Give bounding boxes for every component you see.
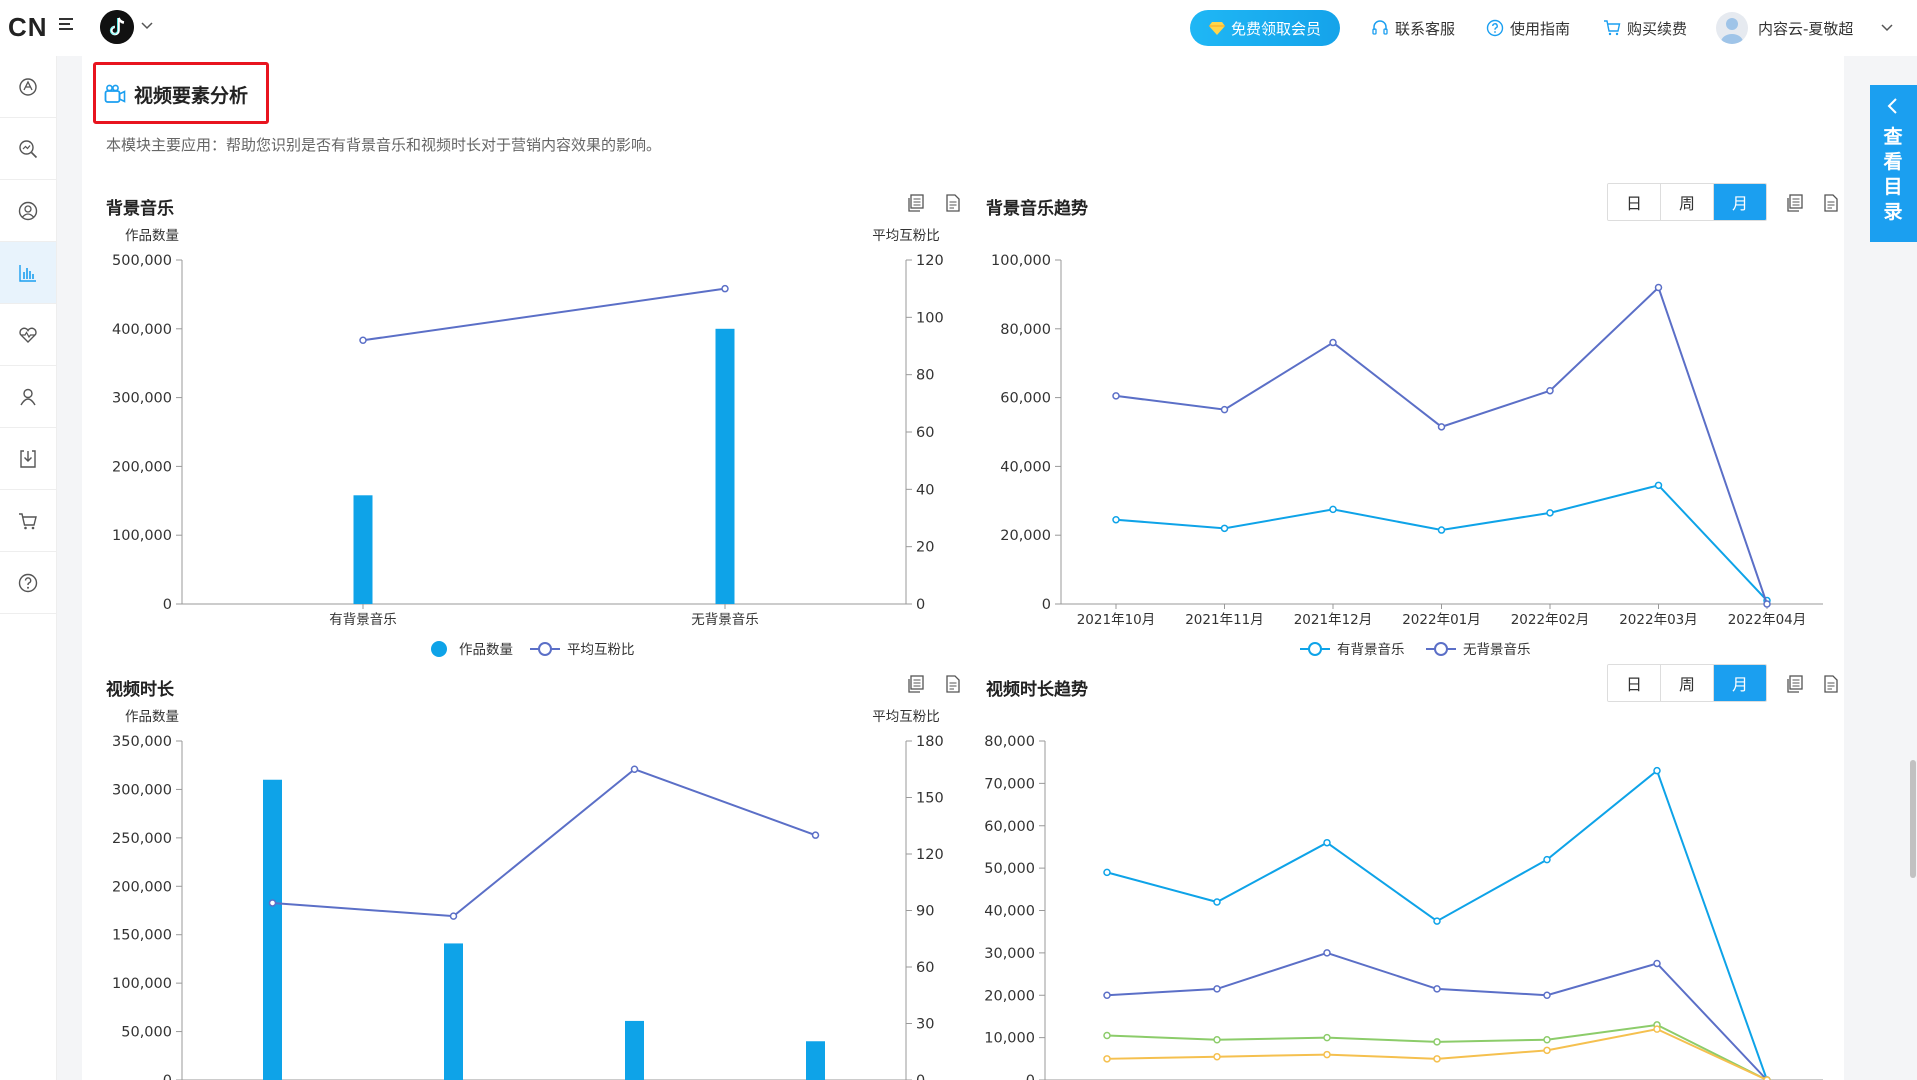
data-point [1104, 1033, 1110, 1039]
data-point [1324, 1035, 1330, 1041]
data-point [1434, 1039, 1440, 1045]
data-point [1324, 840, 1330, 846]
data-point [1214, 1054, 1220, 1060]
duration-trend-chart: 0 10,000 20,000 30,000 40,000 50,000 60,000 70,… [0, 0, 1917, 1080]
data-point [1214, 986, 1220, 992]
y-tick-label: 50,000 [984, 861, 1035, 877]
data-point [1544, 1037, 1550, 1043]
scrollbar-thumb[interactable] [1910, 760, 1916, 878]
data-point [1104, 1056, 1110, 1062]
series-line [1107, 1029, 1767, 1080]
data-point [1654, 768, 1660, 774]
y-tick-label: 0 [1026, 1073, 1035, 1080]
data-point [1544, 857, 1550, 863]
data-point [1324, 950, 1330, 956]
y-tick-label: 60,000 [984, 819, 1035, 835]
data-point [1544, 1047, 1550, 1053]
catalog-drawer-label: 查看目录 [1882, 125, 1904, 225]
data-point [1654, 960, 1660, 966]
y-tick-label: 30,000 [984, 946, 1035, 962]
data-point [1434, 986, 1440, 992]
y-tick-label: 70,000 [984, 776, 1035, 792]
data-point [1544, 992, 1550, 998]
data-point [1324, 1052, 1330, 1058]
data-point [1214, 899, 1220, 905]
y-tick-label: 40,000 [984, 904, 1035, 920]
chevron-left-icon [1884, 97, 1902, 115]
data-point [1654, 1026, 1660, 1032]
data-point [1214, 1037, 1220, 1043]
y-tick-label: 10,000 [984, 1031, 1035, 1047]
data-point [1104, 869, 1110, 875]
data-point [1434, 918, 1440, 924]
data-point [1104, 992, 1110, 998]
y-tick-label: 80,000 [984, 734, 1035, 750]
data-point [1434, 1056, 1440, 1062]
y-tick-label: 20,000 [984, 988, 1035, 1004]
catalog-drawer-tab[interactable]: 查看目录 [1870, 85, 1917, 242]
